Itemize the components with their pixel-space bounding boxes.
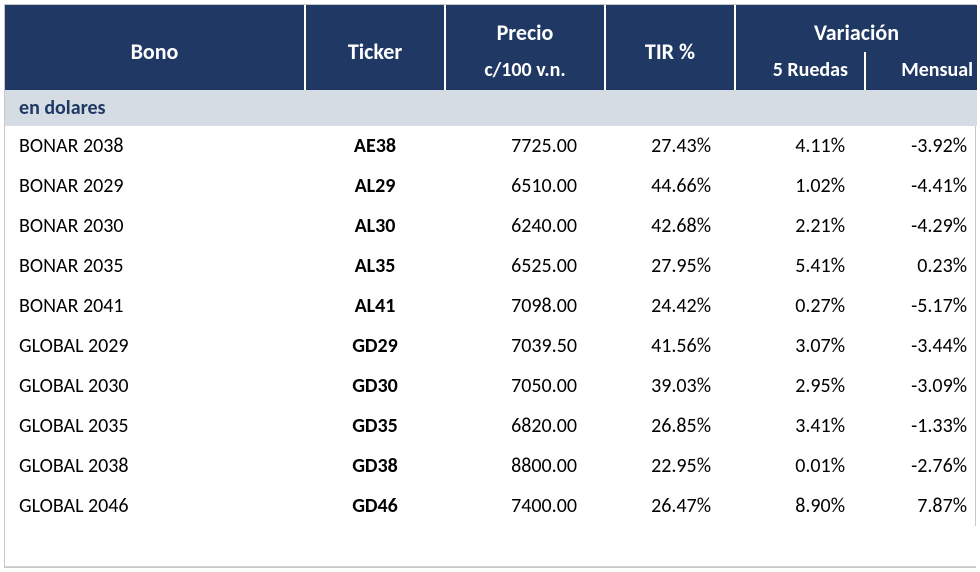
ruedas-cell-label: 2.21% — [735, 206, 865, 246]
table-row: BONAR 2035AL356525.0027.95%5.41%0.23% — [5, 246, 977, 286]
section-label: en dolares — [5, 90, 977, 126]
bono-cell-label: BONAR 2029 — [5, 166, 305, 206]
mensual-cell-label: 7.87% — [865, 486, 977, 526]
tir-cell-label: 39.03% — [605, 366, 735, 406]
header-variacion: Variación — [735, 5, 977, 52]
bono-cell-label: BONAR 2035 — [5, 246, 305, 286]
ruedas-cell-label: 0.27% — [735, 286, 865, 326]
mensual-cell-label: -3.92% — [865, 126, 977, 166]
table-row: GLOBAL 2035GD356820.0026.85%3.41%-1.33% — [5, 406, 977, 446]
header-precio-top: Precio — [445, 5, 605, 52]
tir-cell-label: 41.56% — [605, 326, 735, 366]
mensual-cell-label: -2.76% — [865, 446, 977, 486]
tir-cell-label: 44.66% — [605, 166, 735, 206]
precio-cell-label: 8800.00 — [445, 446, 605, 486]
bono-cell-label: GLOBAL 2030 — [5, 366, 305, 406]
mensual-cell-label: -5.17% — [865, 286, 977, 326]
table-row: GLOBAL 2038GD388800.0022.95%0.01%-2.76% — [5, 446, 977, 486]
empty-row — [5, 526, 977, 566]
mensual-cell-label: -4.41% — [865, 166, 977, 206]
header-bono: Bono — [5, 5, 305, 90]
table-row: GLOBAL 2046GD467400.0026.47%8.90%7.87% — [5, 486, 977, 526]
precio-cell-label: 6525.00 — [445, 246, 605, 286]
ticker-cell-label: AE38 — [305, 126, 445, 166]
tir-cell-label: 26.85% — [605, 406, 735, 446]
tir-cell-label: 27.95% — [605, 246, 735, 286]
precio-cell-label: 7050.00 — [445, 366, 605, 406]
precio-cell-label: 6820.00 — [445, 406, 605, 446]
table-body: en dolares BONAR 2038AE387725.0027.43%4.… — [5, 90, 977, 566]
tir-cell-label: 22.95% — [605, 446, 735, 486]
ruedas-cell-label: 8.90% — [735, 486, 865, 526]
tir-cell-label: 26.47% — [605, 486, 735, 526]
table-row: BONAR 2030AL306240.0042.68%2.21%-4.29% — [5, 206, 977, 246]
precio-cell-label: 7039.50 — [445, 326, 605, 366]
ticker-cell-label: AL30 — [305, 206, 445, 246]
ticker-cell-label: GD46 — [305, 486, 445, 526]
header-precio-bottom: c/100 v.n. — [445, 52, 605, 90]
bono-cell-label: BONAR 2030 — [5, 206, 305, 246]
precio-cell-label: 7098.00 — [445, 286, 605, 326]
header-ruedas: 5 Ruedas — [735, 52, 865, 90]
ruedas-cell-label: 3.41% — [735, 406, 865, 446]
section-row: en dolares — [5, 90, 977, 126]
precio-cell-label: 7725.00 — [445, 126, 605, 166]
header-mensual: Mensual — [865, 52, 977, 90]
bono-cell-label: BONAR 2038 — [5, 126, 305, 166]
ruedas-cell-label: 5.41% — [735, 246, 865, 286]
ruedas-cell-label: 2.95% — [735, 366, 865, 406]
bono-cell-label: GLOBAL 2046 — [5, 486, 305, 526]
bono-cell-label: BONAR 2041 — [5, 286, 305, 326]
bono-cell-label: GLOBAL 2029 — [5, 326, 305, 366]
table-row: GLOBAL 2029GD297039.5041.56%3.07%-3.44% — [5, 326, 977, 366]
table-row: GLOBAL 2030GD307050.0039.03%2.95%-3.09% — [5, 366, 977, 406]
bono-cell-label: GLOBAL 2035 — [5, 406, 305, 446]
bond-table-container: Bono Ticker Precio TIR % Variación c/100… — [4, 4, 976, 568]
ticker-cell-label: AL29 — [305, 166, 445, 206]
bond-table: Bono Ticker Precio TIR % Variación c/100… — [5, 5, 977, 566]
table-row: BONAR 2029AL296510.0044.66%1.02%-4.41% — [5, 166, 977, 206]
mensual-cell-label: -4.29% — [865, 206, 977, 246]
ticker-cell-label: GD38 — [305, 446, 445, 486]
mensual-cell-label: -3.44% — [865, 326, 977, 366]
tir-cell-label: 42.68% — [605, 206, 735, 246]
ruedas-cell-label: 1.02% — [735, 166, 865, 206]
bono-cell-label: GLOBAL 2038 — [5, 446, 305, 486]
ticker-cell-label: AL35 — [305, 246, 445, 286]
ticker-cell-label: GD35 — [305, 406, 445, 446]
precio-cell-label: 6240.00 — [445, 206, 605, 246]
table-header: Bono Ticker Precio TIR % Variación c/100… — [5, 5, 977, 90]
ruedas-cell-label: 0.01% — [735, 446, 865, 486]
ticker-cell-label: GD30 — [305, 366, 445, 406]
table-row: BONAR 2041AL417098.0024.42%0.27%-5.17% — [5, 286, 977, 326]
empty-cell — [5, 526, 977, 566]
ticker-cell-label: AL41 — [305, 286, 445, 326]
ruedas-cell-label: 4.11% — [735, 126, 865, 166]
mensual-cell-label: 0.23% — [865, 246, 977, 286]
precio-cell-label: 6510.00 — [445, 166, 605, 206]
ruedas-cell-label: 3.07% — [735, 326, 865, 366]
header-ticker: Ticker — [305, 5, 445, 90]
precio-cell-label: 7400.00 — [445, 486, 605, 526]
tir-cell-label: 27.43% — [605, 126, 735, 166]
mensual-cell-label: -1.33% — [865, 406, 977, 446]
tir-cell-label: 24.42% — [605, 286, 735, 326]
ticker-cell-label: GD29 — [305, 326, 445, 366]
table-row: BONAR 2038AE387725.0027.43%4.11%-3.92% — [5, 126, 977, 166]
mensual-cell-label: -3.09% — [865, 366, 977, 406]
header-tir: TIR % — [605, 5, 735, 90]
